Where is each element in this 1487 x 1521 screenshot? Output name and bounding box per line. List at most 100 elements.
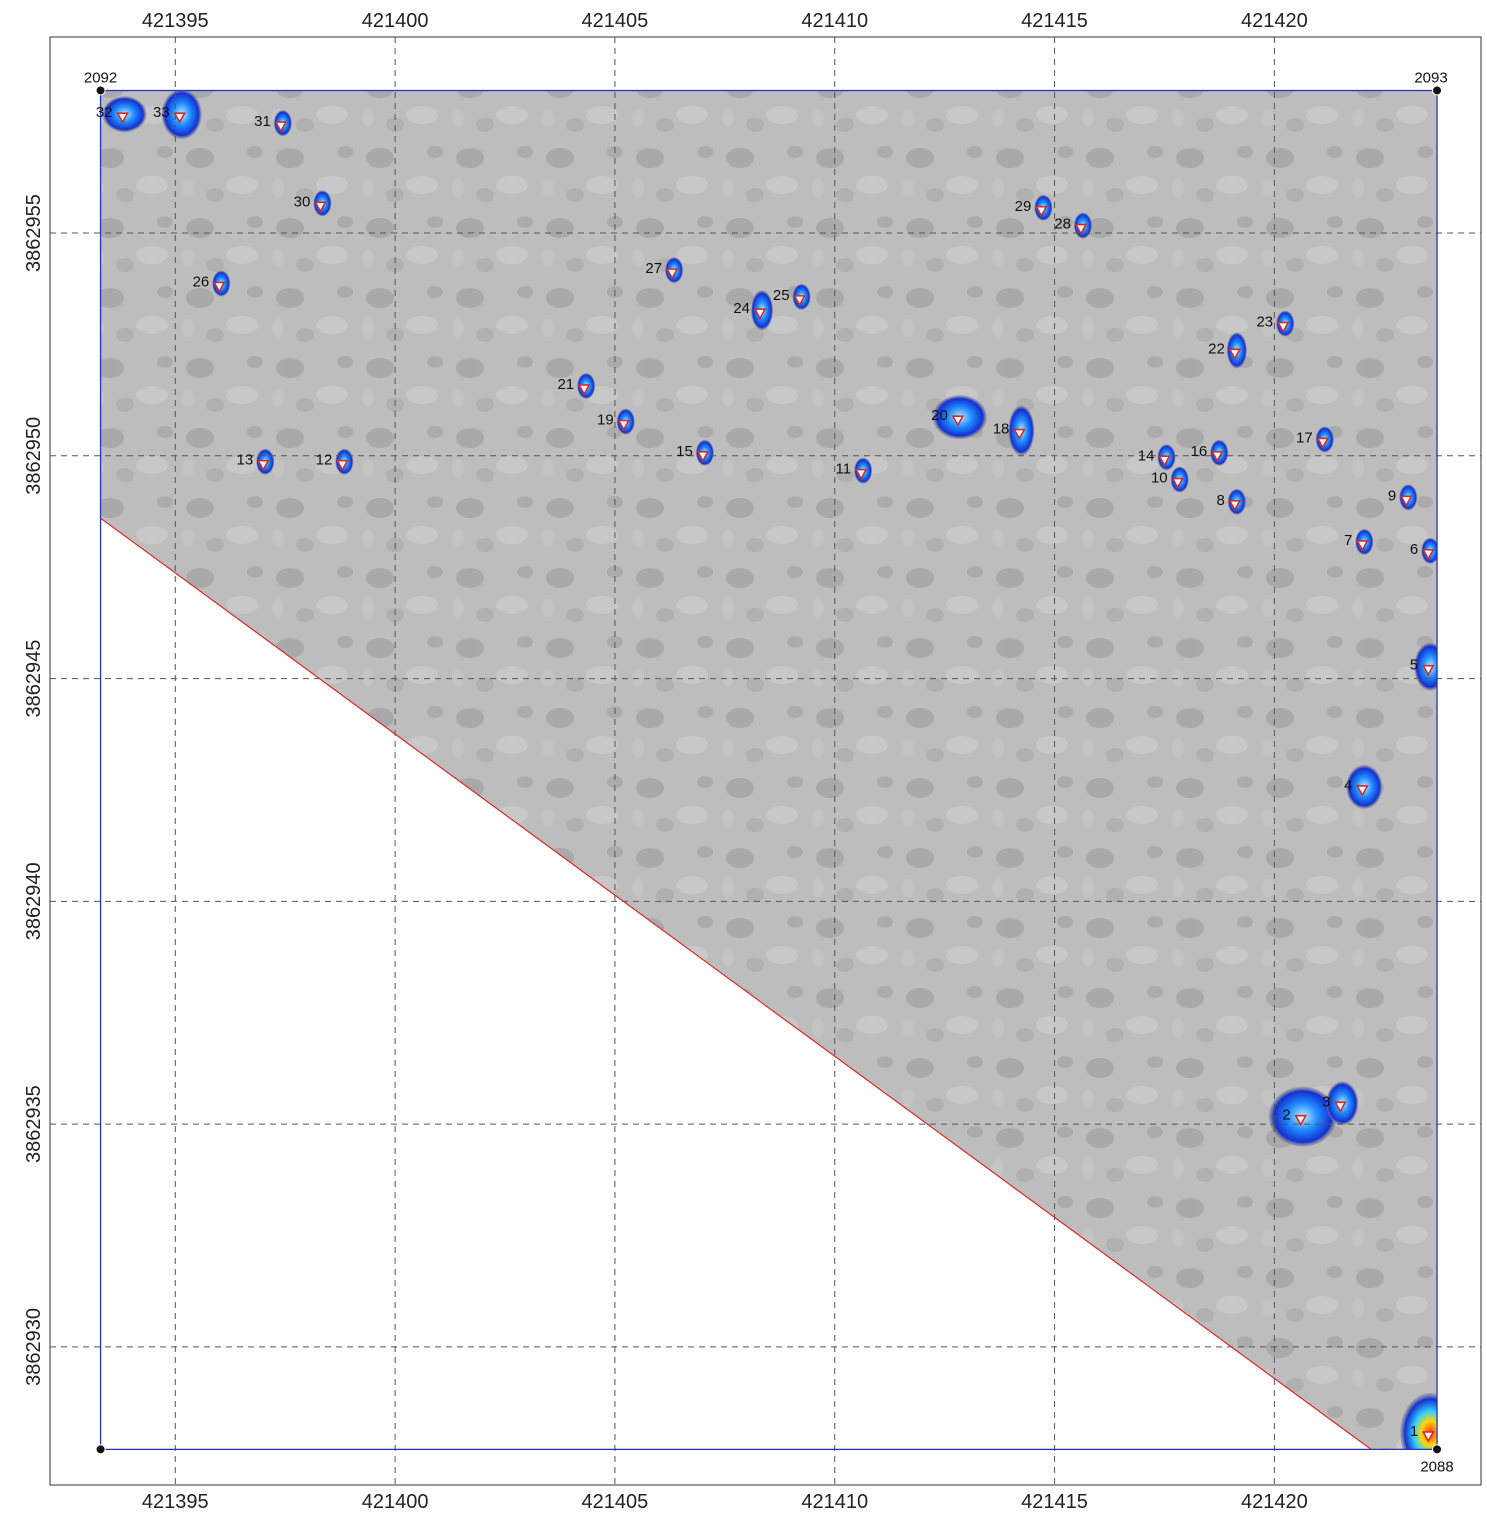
triangle-marker-icon	[314, 201, 327, 213]
target-marker[interactable]: 9	[1388, 487, 1413, 508]
target-marker[interactable]: 2	[1282, 1107, 1308, 1127]
survey-diagonal-edge	[100, 517, 1372, 1450]
target-marker[interactable]: 23	[1256, 314, 1290, 334]
target-label: 33	[153, 104, 170, 121]
target-marker[interactable]: 3	[1322, 1093, 1347, 1113]
target-marker[interactable]: 20	[931, 407, 965, 427]
triangle-marker-icon	[116, 112, 129, 124]
x-tick-label-top: 421410	[801, 10, 868, 32]
triangle-marker-icon	[274, 121, 288, 133]
target-marker[interactable]: 29	[1015, 198, 1048, 218]
target-label: 6	[1410, 541, 1418, 558]
corner-point	[95, 85, 106, 96]
triangle-marker-icon	[1316, 437, 1330, 450]
triangle-marker-icon	[1399, 495, 1413, 508]
target-marker[interactable]: 12	[316, 452, 349, 472]
triangle-marker-icon	[854, 468, 868, 481]
target-marker[interactable]: 6	[1410, 541, 1435, 561]
target-label: 22	[1208, 340, 1225, 357]
target-marker[interactable]: 30	[294, 193, 327, 213]
triangle-marker-icon	[1355, 785, 1369, 797]
triangle-marker-icon	[1210, 451, 1224, 463]
target-marker[interactable]: 22	[1208, 340, 1242, 360]
triangle-marker-icon	[1158, 455, 1171, 467]
target-marker[interactable]: 26	[193, 274, 226, 294]
triangle-marker-icon	[696, 451, 710, 463]
target-label: 9	[1388, 487, 1396, 504]
triangle-marker-icon	[1421, 1431, 1435, 1443]
target-label: 12	[316, 452, 333, 469]
target-label: 30	[294, 193, 311, 210]
x-tick-label-bottom: 421415	[1021, 1491, 1088, 1513]
target-marker[interactable]: 13	[237, 452, 270, 472]
anomaly-blobs	[102, 90, 1438, 1450]
x-tick-label-bottom: 421405	[582, 1491, 649, 1513]
x-axis-top: 421395 421400 421405 421410 421415 421420	[142, 10, 1308, 32]
triangle-marker-icon	[1035, 205, 1048, 218]
target-label: 13	[237, 452, 254, 469]
target-marker[interactable]: 1	[1410, 1423, 1435, 1443]
triangle-marker-icon	[793, 295, 806, 307]
target-label: 23	[1256, 314, 1273, 331]
triangle-marker-icon	[1171, 477, 1185, 490]
target-label: 19	[597, 412, 614, 429]
target-label: 14	[1138, 447, 1155, 464]
target-marker[interactable]: 27	[645, 260, 679, 280]
target-marker[interactable]: 24	[733, 300, 767, 320]
y-tick-label: 3862935	[23, 1085, 45, 1163]
target-label: 5	[1410, 657, 1418, 674]
corner-point	[95, 1444, 106, 1455]
y-tick-label: 3862955	[23, 194, 45, 272]
target-marker[interactable]: 25	[773, 287, 806, 307]
triangle-marker-icon	[173, 112, 187, 124]
corner-point	[1432, 1444, 1443, 1455]
target-marker[interactable]: 15	[676, 443, 710, 463]
target-label: 24	[733, 300, 750, 317]
target-label: 11	[836, 461, 852, 478]
x-axis-bottom: 421395 421400 421405 421410 421415 421420	[142, 1491, 1308, 1513]
target-marker[interactable]: 8	[1216, 492, 1242, 512]
triangle-marker-icon	[335, 459, 349, 472]
target-label: 26	[193, 274, 210, 291]
triangle-marker-icon	[212, 281, 226, 294]
target-label: 18	[993, 421, 1010, 438]
x-tick-label-top: 421405	[582, 10, 649, 32]
target-marker[interactable]: 21	[557, 376, 591, 396]
target-label: 32	[96, 104, 113, 121]
corner-label: 2088	[1420, 1458, 1453, 1475]
corner-point	[1432, 85, 1443, 96]
triangle-marker-icon	[577, 384, 591, 396]
y-axis-left: 3862955 3862950 3862945 3862940 3862935 38629…	[23, 194, 45, 1386]
target-label: 15	[676, 443, 693, 460]
y-tick-label: 3862950	[23, 417, 45, 495]
target-marker[interactable]: 11	[836, 461, 868, 481]
x-tick-label-top: 421415	[1021, 10, 1088, 32]
target-marker[interactable]: 10	[1151, 470, 1185, 490]
target-marker[interactable]: 16	[1191, 443, 1224, 463]
target-label: 3	[1322, 1093, 1330, 1110]
target-marker[interactable]: 33	[153, 104, 187, 124]
target-marker[interactable]: 18	[993, 421, 1026, 441]
corner-label: 2092	[84, 69, 117, 86]
target-marker[interactable]: 31	[254, 113, 288, 133]
target-marker[interactable]: 19	[597, 412, 631, 432]
target-marker[interactable]: 4	[1344, 777, 1369, 797]
target-label: 1	[1410, 1423, 1418, 1440]
triangle-marker-icon	[753, 308, 767, 320]
triangle-marker-icon	[1276, 321, 1290, 334]
target-label: 29	[1015, 198, 1032, 215]
target-marker[interactable]: 28	[1054, 216, 1088, 236]
triangle-marker-icon	[1355, 540, 1369, 552]
y-tick-label: 3862940	[23, 862, 45, 940]
target-marker[interactable]: 14	[1138, 447, 1171, 467]
target-label: 25	[773, 287, 790, 304]
target-marker[interactable]: 32	[96, 104, 129, 124]
target-marker[interactable]: 7	[1344, 532, 1369, 552]
y-tick-label: 3862930	[23, 1308, 45, 1386]
target-marker[interactable]: 17	[1296, 429, 1330, 450]
x-tick-label-bottom: 421410	[801, 1491, 868, 1513]
target-marker[interactable]: 5	[1410, 657, 1435, 677]
target-label: 28	[1054, 216, 1071, 233]
corner-label: 2093	[1414, 69, 1447, 86]
